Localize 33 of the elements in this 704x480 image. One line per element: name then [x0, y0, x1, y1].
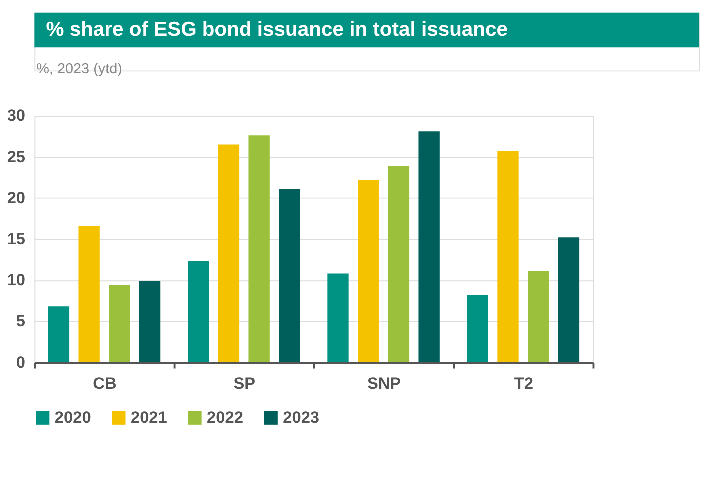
y-tick-label: 20: [7, 189, 26, 208]
bar: [558, 238, 580, 362]
x-tick-label: SP: [234, 374, 256, 393]
bar: [248, 136, 270, 362]
y-tick-label: 5: [16, 312, 26, 331]
bar: [188, 261, 210, 362]
bar: [467, 295, 488, 362]
legend-label: 2022: [207, 408, 244, 427]
chart-subtitle: %, 2023 (ytd): [36, 62, 122, 78]
legend-label: 2021: [130, 408, 168, 427]
y-tick-label: 30: [7, 107, 26, 126]
y-tick-label: 25: [7, 148, 26, 166]
bar: [139, 281, 161, 362]
legend-label: 2023: [283, 408, 320, 427]
bar: [218, 144, 240, 362]
bar: [418, 132, 440, 362]
chart-title: % share of ESG bond issuance in total issuance: [46, 19, 508, 42]
bar: [109, 285, 130, 362]
bar: [328, 274, 349, 362]
x-tick-label: CB: [93, 374, 117, 393]
legend-label: 2020: [54, 408, 92, 427]
bar: [528, 271, 550, 362]
bar: [358, 180, 380, 362]
bar: [388, 166, 410, 362]
x-tick-label: T2: [514, 374, 534, 393]
y-tick-label: 15: [7, 230, 26, 249]
bar: [279, 189, 300, 362]
bar: [498, 151, 519, 362]
bar: [78, 226, 100, 362]
y-tick-label: 10: [7, 272, 26, 290]
x-tick-label: SNP: [367, 374, 402, 393]
y-tick-label: 0: [16, 354, 26, 372]
bar: [48, 306, 70, 362]
